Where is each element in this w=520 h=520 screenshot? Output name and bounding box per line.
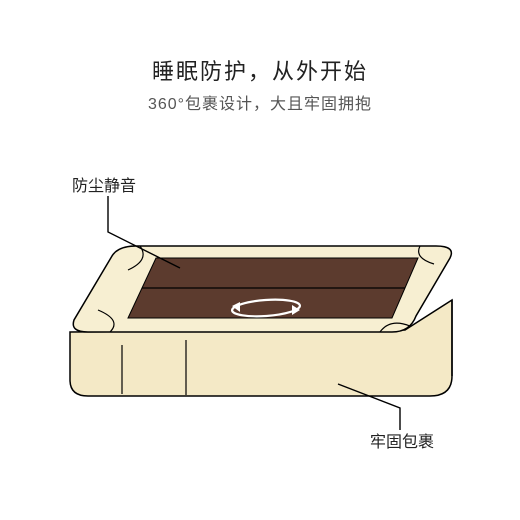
mattress-diagram: [0, 0, 520, 520]
